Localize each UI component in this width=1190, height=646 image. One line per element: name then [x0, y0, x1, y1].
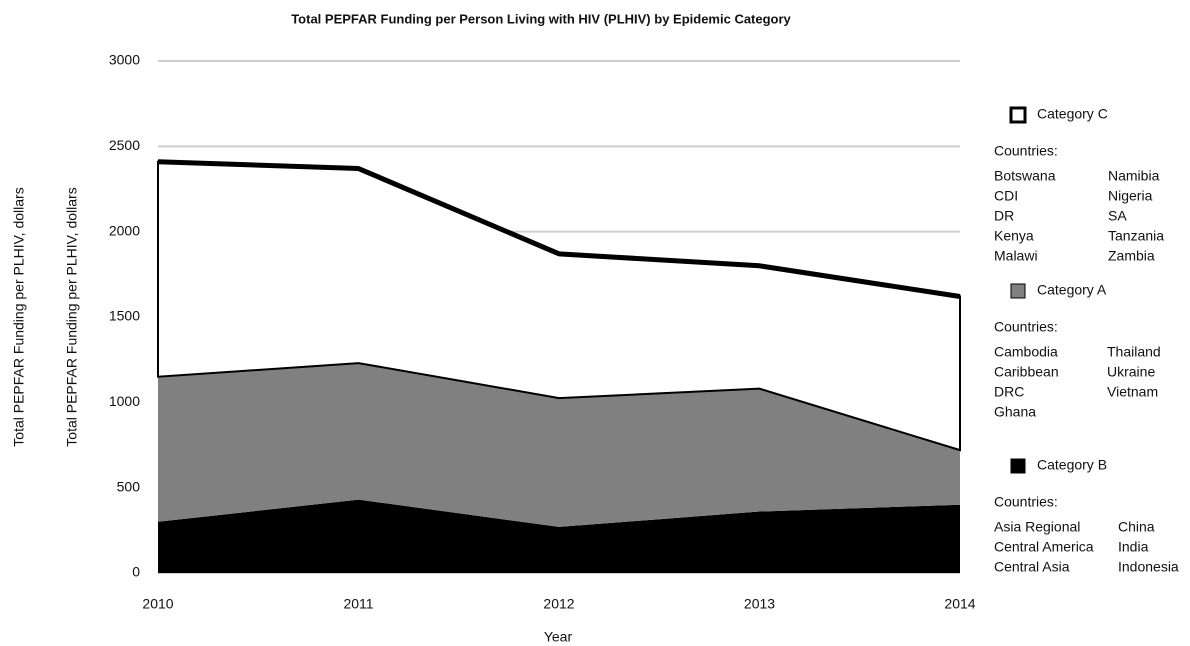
country-name: Cambodia: [994, 344, 1058, 360]
legend-label: Category A: [1037, 282, 1107, 298]
countries-heading: Countries:: [994, 319, 1058, 335]
country-name: Central Asia: [994, 559, 1070, 575]
country-name: China: [1118, 519, 1155, 535]
legend-label: Category B: [1037, 457, 1107, 473]
country-name: Thailand: [1107, 344, 1161, 360]
x-axis-label: Year: [544, 629, 573, 645]
x-tick-label: 2014: [944, 596, 975, 612]
country-name: India: [1118, 539, 1149, 555]
country-name: Zambia: [1108, 248, 1155, 264]
x-tick-label: 2011: [343, 596, 373, 612]
y-tick-label: 1000: [109, 393, 140, 409]
legend-swatch: [1010, 283, 1026, 299]
country-name: Botswana: [994, 168, 1056, 184]
y-tick-label: 3000: [109, 52, 140, 68]
area: [158, 499, 960, 573]
country-name: Central America: [994, 539, 1094, 555]
y-tick-label: 2000: [109, 222, 140, 238]
y-tick-label: 1500: [109, 308, 140, 324]
chart-title: Total PEPFAR Funding per Person Living w…: [291, 11, 791, 26]
country-name: SA: [1108, 208, 1127, 224]
country-name: Tanzania: [1108, 228, 1164, 244]
country-name: Ghana: [994, 404, 1036, 420]
area: [158, 363, 960, 527]
x-tick-label: 2012: [543, 596, 574, 612]
country-name: Malawi: [994, 248, 1038, 264]
country-name: Caribbean: [994, 364, 1059, 380]
country-name: DRC: [994, 384, 1024, 400]
legend-swatch: [1009, 106, 1027, 124]
countries-heading: Countries:: [994, 494, 1058, 510]
y-axis-label: Total PEPFAR Funding per PLHIV, dollars: [64, 187, 80, 446]
country-name: CDI: [994, 188, 1018, 204]
area-edge: [157, 159, 961, 299]
country-name: Nigeria: [1108, 188, 1153, 204]
y-axis-label: Total PEPFAR Funding per PLHIV, dollars: [11, 187, 27, 446]
legend-swatch: [1010, 458, 1026, 474]
countries-heading: Countries:: [994, 143, 1058, 159]
country-name: Indonesia: [1118, 559, 1179, 575]
y-tick-label: 500: [117, 478, 141, 494]
country-name: DR: [994, 208, 1014, 224]
x-tick-label: 2013: [744, 596, 775, 612]
x-tick-label: 2010: [142, 596, 173, 612]
y-tick-label: 0: [132, 564, 140, 580]
country-name: Namibia: [1108, 168, 1160, 184]
country-name: Ukraine: [1107, 364, 1155, 380]
country-name: Asia Regional: [994, 519, 1080, 535]
country-name: Kenya: [994, 228, 1034, 244]
legend-label: Category C: [1037, 106, 1108, 122]
country-name: Vietnam: [1107, 384, 1158, 400]
y-tick-label: 2500: [109, 137, 140, 153]
